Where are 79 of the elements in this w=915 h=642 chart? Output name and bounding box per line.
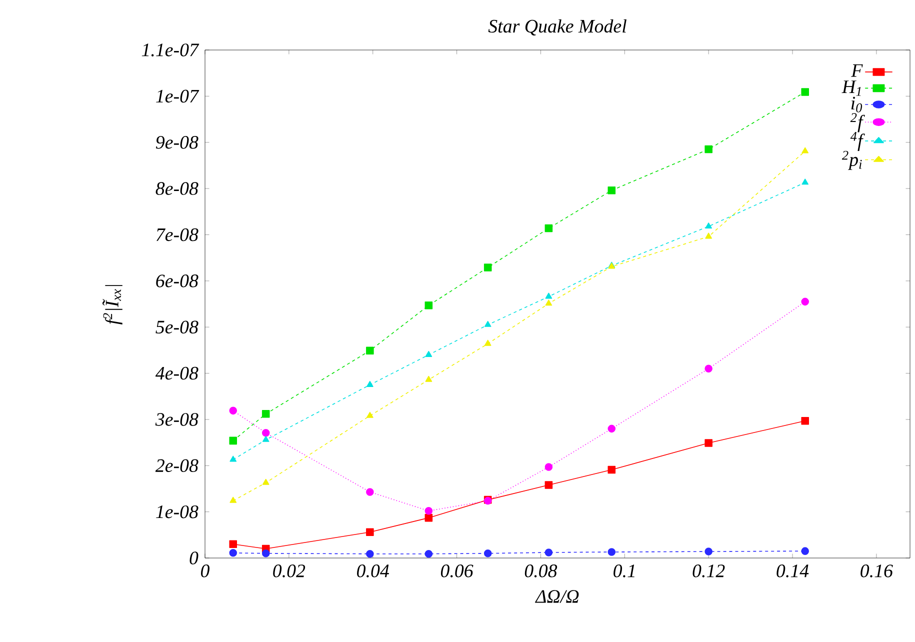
point [484,320,492,327]
point [544,548,553,556]
point [704,145,712,154]
point [424,550,433,558]
point [424,507,433,515]
point [704,548,712,556]
point [366,528,374,536]
y-tick-label: 9e-08 [156,136,198,149]
y-tick-label: 1e-07 [156,90,200,103]
y-tick-label: 0 [190,552,198,564]
point [229,549,238,557]
point [262,436,270,442]
point [608,186,616,194]
legend-label: F [851,64,863,77]
point [229,540,238,548]
y-tick-label: 2e-08 [155,459,198,472]
chart-title: Star Quake Model [488,19,626,36]
point [802,178,809,185]
x-tick-label: 0.06 [440,564,474,578]
legend-label: $^{2}$f [850,113,865,132]
x-tick-label: 0.1 [614,564,634,578]
point [366,412,374,418]
x-tick-label: 0.02 [273,564,306,578]
legend-label: $^{4}$f [850,132,865,152]
point [544,463,553,471]
y-tick-label: 4e-08 [155,366,198,380]
point [424,301,433,310]
point [424,514,433,522]
point [229,406,238,415]
point [704,364,712,373]
point [801,547,809,555]
x-tick-label: 0 [201,564,210,578]
point [262,410,270,418]
y-tick-label: 8e-08 [156,182,198,195]
point [484,549,492,558]
x-tick-label: 0.16 [860,564,893,578]
point [801,298,809,306]
point [262,478,270,485]
point [229,436,238,445]
point [704,439,712,447]
point [705,222,712,229]
y-tick-label: 1.1e-07 [142,44,200,56]
x-tick-label: 0.04 [357,564,389,578]
point [366,346,374,355]
point [425,376,432,382]
y-tick-label: 7e-08 [156,228,198,242]
point [545,300,552,306]
x-tick-label: 0.14 [776,564,809,578]
point [801,88,809,96]
point [366,550,374,558]
point [801,416,809,425]
point [230,496,237,503]
point [705,232,712,239]
point [366,380,374,387]
point [484,340,492,346]
point [608,466,616,474]
point [544,224,553,232]
legend-label: i$_{0}$ [851,96,862,112]
point [484,264,492,272]
point [544,481,553,489]
x-axis-title: ΔΩ/Ω [535,590,579,603]
point [425,350,432,357]
y-tick-label: 6e-08 [156,274,198,288]
y-axis-title: f$^{2}$|Ĩ$_{xx}$| [102,285,122,324]
point [262,549,270,558]
y-tick-label: 3e-08 [155,413,198,426]
point [545,292,552,299]
point [608,424,616,433]
x-tick-label: 0.08 [524,564,558,578]
point [230,456,237,462]
point [366,488,374,496]
point [262,428,270,437]
x-tick-label: 0.12 [692,564,725,578]
y-tick-label: 1e-08 [156,505,198,518]
y-tick-label: 5e-08 [156,320,198,334]
legend-label: H$_{1}$ [842,80,861,96]
point [802,147,809,154]
legend-label: $^{2}$p$_{i}$ [842,150,862,170]
point [608,548,616,556]
